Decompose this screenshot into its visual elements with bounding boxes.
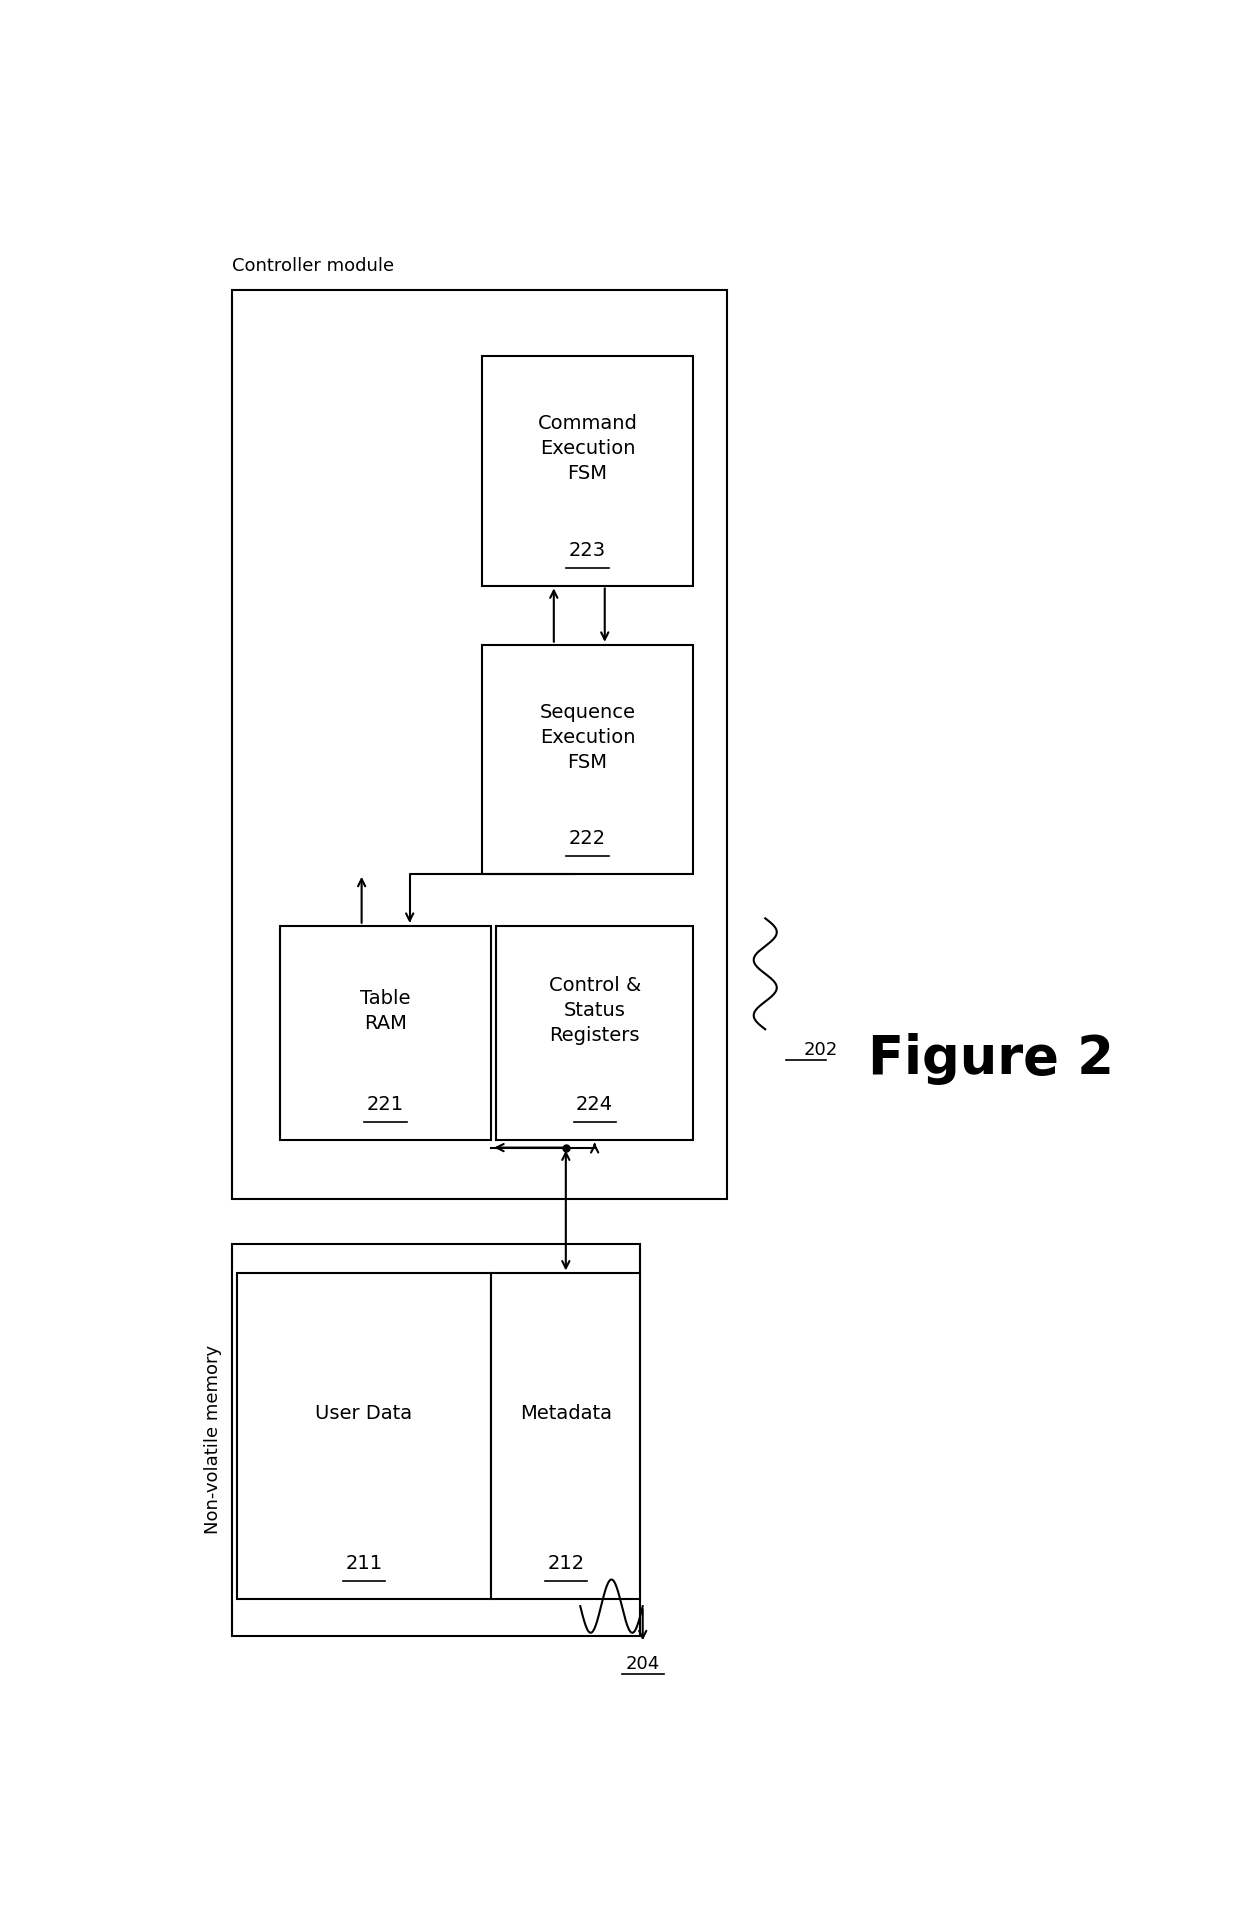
Bar (232, 1243, 640, 1637)
Text: Non-volatile memory: Non-volatile memory (205, 1345, 222, 1535)
Bar (496, 926, 693, 1141)
Bar (280, 926, 491, 1141)
Text: 223: 223 (569, 540, 606, 559)
Text: Metadata: Metadata (520, 1404, 611, 1423)
Text: Command
Execution
FSM: Command Execution FSM (537, 415, 637, 484)
Text: 222: 222 (569, 830, 606, 847)
Text: 202: 202 (804, 1041, 838, 1058)
Text: Figure 2: Figure 2 (868, 1033, 1114, 1085)
Text: User Data: User Data (315, 1404, 413, 1423)
Text: Controller module: Controller module (232, 257, 394, 275)
Bar (481, 645, 693, 874)
Text: 224: 224 (577, 1095, 614, 1114)
Bar (237, 1274, 491, 1598)
Text: Sequence
Execution
FSM: Sequence Execution FSM (539, 703, 635, 772)
Text: Table
RAM: Table RAM (361, 989, 410, 1033)
Text: 204: 204 (626, 1656, 660, 1673)
Text: Control &
Status
Registers: Control & Status Registers (548, 976, 641, 1045)
Text: 221: 221 (367, 1095, 404, 1114)
Text: 212: 212 (547, 1554, 584, 1573)
Bar (481, 355, 693, 586)
Text: 211: 211 (346, 1554, 383, 1573)
Bar (491, 1274, 640, 1598)
Bar (232, 290, 727, 1199)
